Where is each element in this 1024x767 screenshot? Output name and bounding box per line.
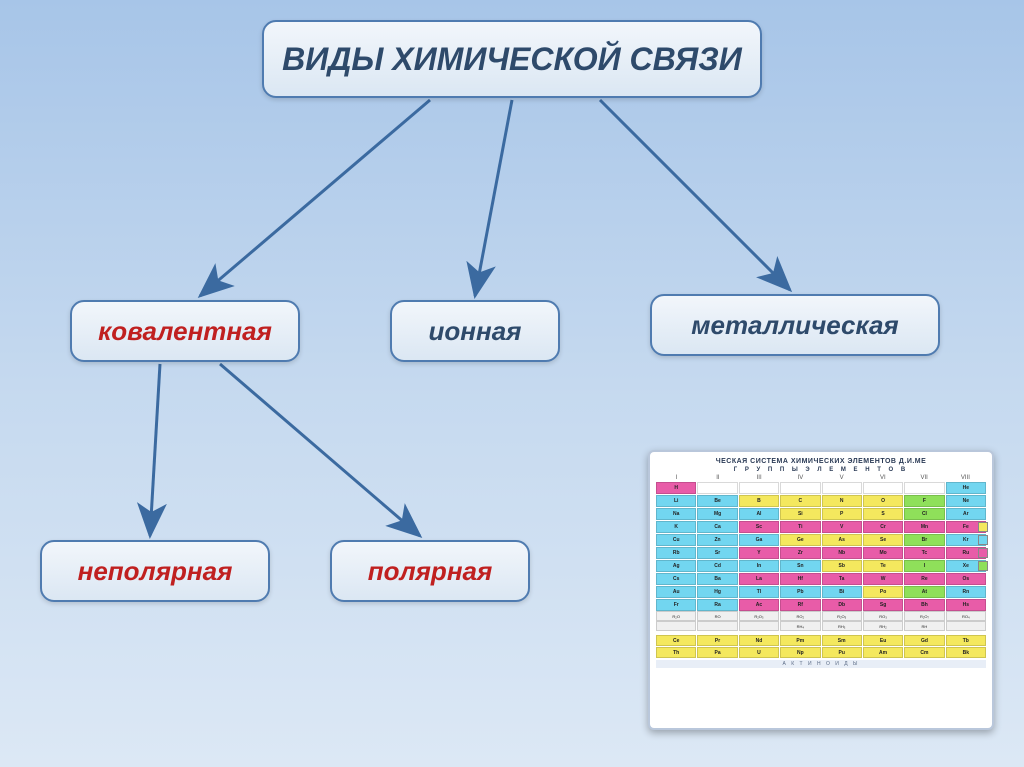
pt-lanthanides: CePrNdPmSmEuGdTbThPaUNpPuAmCmBk [656,635,986,658]
arrow-root-met [600,100,790,290]
pt-grid: HHeLiBeBCNOFNeNaMgAlSiPSClArKCaScTiVCrMn… [656,482,986,611]
node-met: металлическая [650,294,940,356]
pt-footer-label: А К Т И Н О И Д Ы [656,660,986,668]
arrow-cov-nonp [150,364,160,536]
pt-legend-swatch [978,522,988,532]
node-nonp: неполярная [40,540,270,602]
pt-title: ЧЕСКАЯ СИСТЕМА ХИМИЧЕСКИХ ЭЛЕМЕНТОВ Д.И.… [656,458,986,465]
node-cov: ковалентная [70,300,300,362]
pt-group-header: Г Р У П П Ы Э Л Е М Е Н Т О В [656,467,986,473]
arrow-root-cov [200,100,430,296]
pt-legend-swatch [978,561,988,571]
pt-legend [978,522,988,571]
pt-group-numbers: IIIIIIIVVVIVIIVIII [656,475,986,481]
arrow-root-ion [475,100,512,296]
node-root: ВИДЫ ХИМИЧЕСКОЙ СВЯЗИ [262,20,762,98]
node-ion: ионная [390,300,560,362]
node-pol: полярная [330,540,530,602]
pt-legend-swatch [978,548,988,558]
pt-legend-swatch [978,535,988,545]
periodic-table-thumbnail: ЧЕСКАЯ СИСТЕМА ХИМИЧЕСКИХ ЭЛЕМЕНТОВ Д.И.… [648,450,994,730]
arrow-cov-pol [220,364,420,536]
